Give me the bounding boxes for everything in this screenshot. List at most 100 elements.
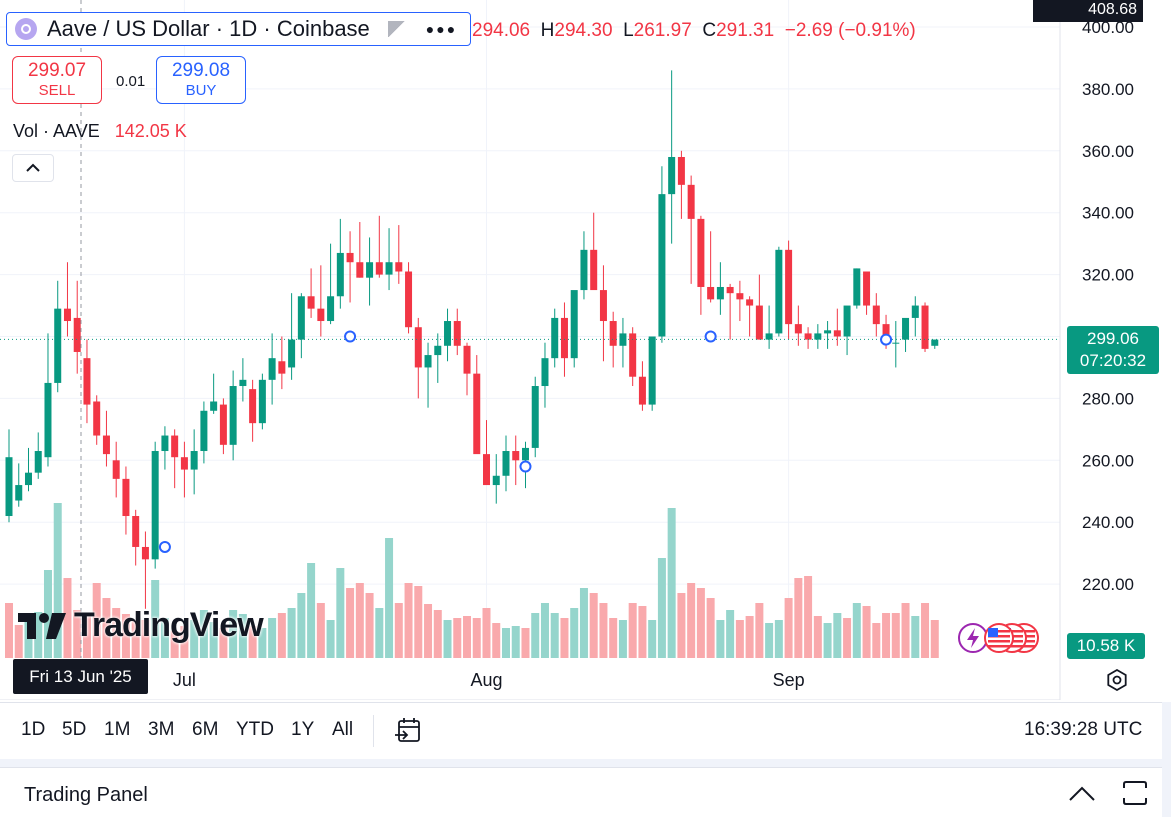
volume-bar bbox=[570, 608, 579, 658]
gear-icon[interactable] bbox=[1106, 669, 1128, 691]
chevron-up-icon[interactable] bbox=[1067, 782, 1097, 806]
buy-button[interactable]: 299.08 BUY bbox=[156, 56, 246, 104]
trading-panel-bar[interactable]: Trading Panel bbox=[0, 767, 1162, 818]
candle-body bbox=[54, 308, 62, 383]
volume-bar bbox=[53, 503, 62, 658]
volume-bar bbox=[170, 631, 179, 658]
timeframe-1d[interactable]: 1D bbox=[21, 719, 46, 740]
candle-body bbox=[609, 321, 617, 346]
tradingview-logo[interactable]: TradingView bbox=[16, 606, 264, 645]
candle-body bbox=[278, 361, 286, 374]
right-edge-strip bbox=[1162, 702, 1171, 817]
volume-bar bbox=[5, 603, 13, 658]
volume-bar bbox=[307, 563, 316, 658]
timeframe-5d[interactable]: 5D bbox=[62, 719, 87, 740]
candle-body bbox=[239, 379, 247, 387]
volume-bar bbox=[657, 558, 666, 658]
candle-body bbox=[34, 451, 42, 473]
candle-body bbox=[570, 290, 578, 359]
volume-bar bbox=[648, 620, 657, 658]
go-to-date-calendar-icon[interactable] bbox=[393, 716, 423, 746]
volume-bar bbox=[492, 623, 501, 658]
candle-body bbox=[551, 317, 559, 359]
candle-body bbox=[15, 485, 23, 501]
chevron-up-icon bbox=[26, 163, 40, 172]
candle-body bbox=[122, 478, 130, 517]
time-tick-label: Aug bbox=[470, 670, 502, 690]
candle-body bbox=[677, 156, 685, 185]
maximize-icon[interactable] bbox=[1122, 780, 1148, 806]
volume-bar bbox=[735, 620, 744, 658]
volume-bar bbox=[667, 508, 676, 658]
candle-body bbox=[346, 252, 354, 263]
price-tick-label: 240.00 bbox=[1082, 513, 1134, 532]
price-tick-label: 380.00 bbox=[1082, 80, 1134, 99]
volume-bar bbox=[501, 628, 510, 658]
candle-body bbox=[171, 435, 179, 458]
volume-bar bbox=[151, 580, 160, 658]
volume-bar bbox=[121, 614, 130, 658]
toolbar-divider bbox=[373, 715, 374, 747]
volume-bar bbox=[443, 620, 452, 658]
candle-body bbox=[804, 333, 812, 340]
sell-label: SELL bbox=[38, 82, 76, 99]
timeframe-3m[interactable]: 3M bbox=[148, 719, 175, 740]
volume-bar bbox=[268, 618, 277, 658]
dividend-marker-icon bbox=[158, 540, 171, 553]
candle-body bbox=[911, 305, 919, 318]
volume-bar bbox=[531, 613, 540, 658]
price-chart[interactable]: 220.00240.00260.00280.00300.00320.00340.… bbox=[0, 0, 1171, 700]
collapse-legend-button[interactable] bbox=[12, 154, 54, 182]
timeframe-1m[interactable]: 1M bbox=[104, 719, 131, 740]
candle-body bbox=[453, 321, 461, 346]
volume-bar bbox=[726, 610, 735, 658]
candle-body bbox=[483, 454, 491, 486]
symbol-search[interactable]: Aave / US Dollar · 1D · Coinbase ●●● bbox=[6, 12, 471, 46]
timeframe-ytd[interactable]: YTD bbox=[236, 719, 274, 740]
timeframe-1y[interactable]: 1Y bbox=[291, 719, 315, 740]
sell-button[interactable]: 299.07 SELL bbox=[12, 56, 102, 104]
timeframe-all[interactable]: All bbox=[332, 719, 354, 740]
volume-bar bbox=[34, 612, 43, 658]
change-value: −2.69 (−0.91%) bbox=[784, 20, 916, 41]
volume-bar bbox=[355, 583, 364, 658]
volume-bar bbox=[843, 618, 852, 658]
volume-bar bbox=[297, 593, 306, 658]
volume-bar bbox=[891, 613, 900, 658]
candle-body bbox=[63, 308, 71, 322]
volume-bar bbox=[540, 603, 549, 658]
candle-body bbox=[785, 249, 793, 325]
open-value: 294.06 bbox=[472, 20, 531, 41]
candle-body bbox=[726, 286, 734, 294]
volume-bar bbox=[277, 613, 286, 658]
candle-body bbox=[327, 296, 335, 322]
volume-bar bbox=[677, 593, 686, 658]
event-markers[interactable] bbox=[158, 330, 893, 553]
candle-body bbox=[24, 472, 32, 486]
timeframe-6m[interactable]: 6M bbox=[192, 719, 219, 740]
volume-bar bbox=[131, 620, 140, 658]
candle-body bbox=[219, 404, 227, 445]
candle-body bbox=[629, 333, 637, 377]
volume-bar bbox=[433, 610, 442, 658]
volume-axis-label: 10.58 K bbox=[1067, 633, 1145, 659]
volume-legend[interactable]: Vol · AAVE 142.05 K bbox=[13, 121, 187, 142]
flag-icon[interactable] bbox=[387, 21, 406, 37]
news-icons[interactable] bbox=[958, 623, 1039, 653]
candle-body bbox=[444, 321, 452, 346]
volume-bar bbox=[316, 603, 325, 658]
volume-bar bbox=[589, 593, 598, 658]
candle-body bbox=[288, 339, 296, 368]
candle-body bbox=[892, 342, 900, 344]
volume-bar bbox=[472, 618, 481, 658]
candle-body bbox=[824, 330, 832, 334]
volume-bar bbox=[755, 603, 764, 658]
volume-bar bbox=[804, 576, 813, 658]
dots-icon[interactable]: ●●● bbox=[425, 21, 458, 37]
candle-body bbox=[141, 546, 149, 560]
time-tick-label: Sep bbox=[773, 670, 805, 690]
price-tick-label: 280.00 bbox=[1082, 389, 1134, 408]
candle-body bbox=[73, 317, 81, 352]
volume-bar bbox=[550, 613, 559, 658]
utc-clock[interactable]: 16:39:28 UTC bbox=[1024, 719, 1143, 740]
